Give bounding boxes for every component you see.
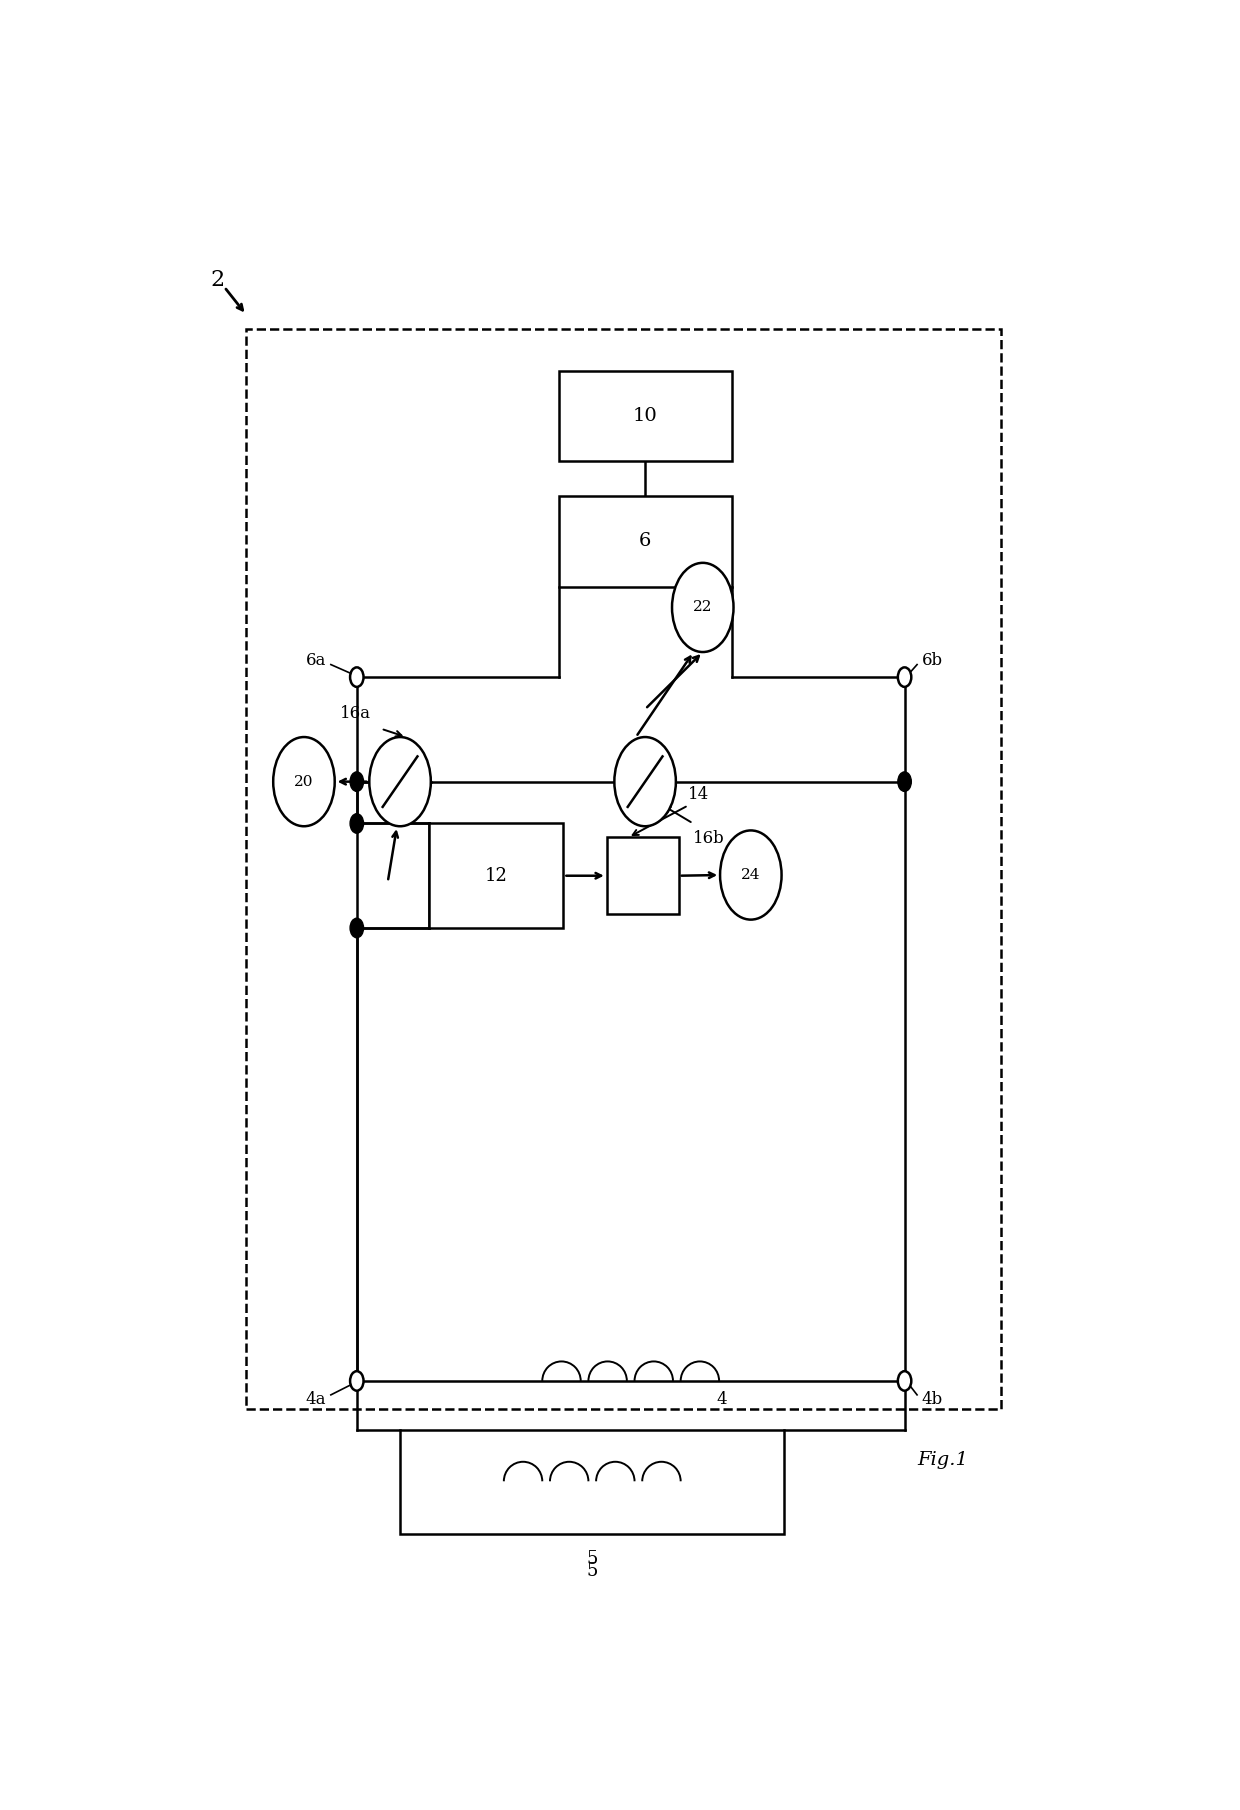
Circle shape [898,668,911,686]
Bar [558,496,732,586]
Text: 22: 22 [693,601,713,614]
Text: 10: 10 [632,407,657,425]
Circle shape [898,771,911,791]
Circle shape [350,771,363,791]
Text: 6: 6 [639,532,651,550]
Bar [429,824,563,929]
Text: 20: 20 [294,775,314,789]
Text: Fig.1: Fig.1 [918,1452,968,1470]
Bar [606,838,678,914]
Text: 12: 12 [485,867,507,885]
Bar [558,371,732,462]
Circle shape [614,737,676,825]
Bar [247,329,1001,1408]
Text: 24: 24 [742,869,760,881]
Text: 6a: 6a [306,652,326,670]
Circle shape [898,1372,911,1390]
Text: 16b: 16b [693,831,725,847]
Text: 5: 5 [587,1562,598,1580]
Circle shape [720,831,781,919]
Circle shape [273,737,335,825]
Circle shape [350,1372,363,1390]
Circle shape [350,668,363,686]
Text: 5: 5 [587,1551,598,1567]
Circle shape [370,737,430,825]
Circle shape [672,563,734,652]
Text: 4b: 4b [921,1390,944,1408]
Text: 16a: 16a [340,704,371,722]
Text: 2: 2 [211,270,224,291]
Bar [401,1430,785,1535]
Circle shape [350,918,363,938]
Text: 4: 4 [717,1390,728,1408]
Text: 14: 14 [688,786,709,802]
Circle shape [350,814,363,833]
Text: 6b: 6b [921,652,942,670]
Text: 4a: 4a [305,1390,326,1408]
